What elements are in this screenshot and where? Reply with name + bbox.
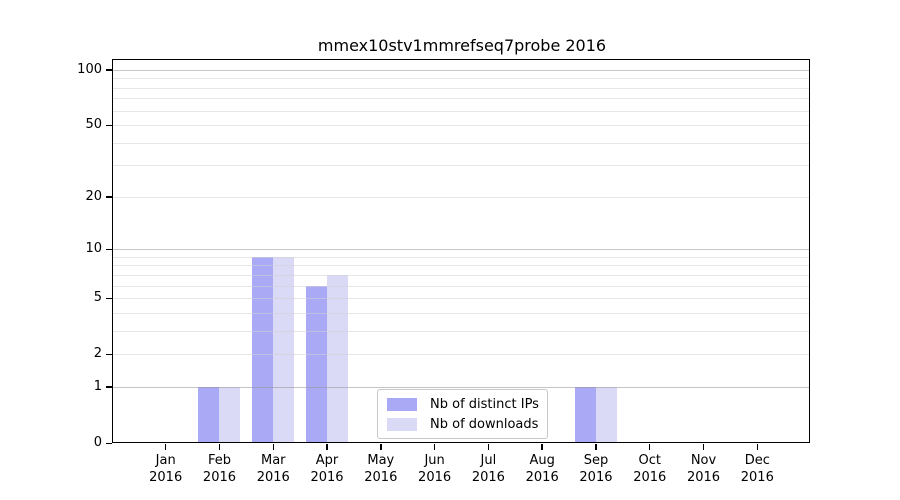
x-tick-label: Apr 2016 (299, 452, 355, 486)
y-tick-label: 1 (93, 378, 102, 394)
y-tick-label: 100 (77, 61, 102, 77)
x-tick-year: 2016 (579, 470, 613, 485)
y-axis-tick (106, 297, 112, 300)
bar-distinct-ips (574, 386, 596, 443)
x-tick-month: Sep (583, 453, 609, 468)
bar-downloads (327, 274, 349, 443)
legend-label: Nb of distinct IPs (430, 396, 539, 412)
x-axis-tick (433, 444, 436, 450)
y-axis-tick (106, 248, 112, 251)
x-axis-tick (541, 444, 543, 450)
y-axis-tick (106, 196, 112, 198)
x-axis-tick (487, 444, 490, 450)
legend-swatch-distinct-ips (387, 397, 417, 411)
x-tick-year: 2016 (471, 470, 505, 485)
x-axis-tick (380, 444, 382, 450)
legend-label: Nb of downloads (430, 416, 539, 432)
x-tick-year: 2016 (686, 470, 721, 485)
x-axis-tick (272, 444, 274, 450)
x-axis-tick (164, 444, 167, 450)
bar-downloads (595, 386, 617, 443)
bar-distinct-ips (198, 386, 220, 443)
x-tick-year: 2016 (633, 470, 667, 485)
y-axis-tick (106, 386, 112, 388)
x-tick-month: Jan (155, 453, 176, 468)
x-tick-month: Aug (529, 453, 555, 468)
x-tick-year: 2016 (149, 470, 183, 485)
x-axis-tick (756, 444, 759, 450)
y-axis-tick (106, 353, 112, 356)
x-tick-month: May (367, 453, 395, 468)
y-tick-label: 10 (85, 241, 102, 257)
bar-distinct-ips (252, 256, 274, 443)
x-tick-month: Dec (744, 453, 770, 468)
legend: Nb of distinct IPs Nb of downloads (377, 389, 548, 439)
x-tick-label: Jan 2016 (138, 452, 194, 486)
x-tick-month: Jun (424, 453, 445, 468)
y-tick-label: 2 (93, 346, 102, 362)
legend-row: Nb of distinct IPs (387, 397, 539, 412)
x-tick-year: 2016 (740, 470, 774, 485)
x-tick-label: Jun 2016 (407, 452, 463, 486)
x-tick-label: Sep 2016 (568, 452, 624, 486)
x-tick-label: Mar 2016 (245, 452, 301, 486)
x-tick-month: Jul (480, 453, 497, 468)
x-tick-label: Jul 2016 (460, 452, 516, 486)
x-axis-tick (595, 444, 597, 450)
x-tick-label: Dec 2016 (729, 452, 785, 486)
x-tick-month: Apr (315, 453, 339, 468)
chart-title: mmex10stv1mmrefseq7probe 2016 (317, 36, 607, 55)
x-tick-label: Feb 2016 (191, 452, 247, 486)
bar-downloads (219, 386, 241, 443)
x-tick-year: 2016 (202, 470, 237, 485)
y-tick-label: 50 (85, 117, 102, 133)
y-tick-label: 20 (85, 188, 102, 204)
x-tick-label: Aug 2016 (514, 452, 570, 486)
x-tick-month: Nov (690, 453, 717, 468)
x-axis-tick (218, 444, 221, 450)
x-tick-month: Oct (638, 453, 661, 468)
y-tick-label: 5 (93, 290, 102, 306)
x-tick-month: Feb (207, 453, 231, 468)
y-axis-tick (106, 124, 112, 127)
x-tick-label: Nov 2016 (676, 452, 732, 486)
x-axis-tick (702, 444, 705, 450)
x-tick-year: 2016 (525, 470, 559, 485)
x-tick-month: Mar (260, 453, 286, 468)
legend-swatch-downloads (387, 417, 417, 431)
y-axis-tick (106, 442, 112, 444)
y-axis-tick (106, 69, 112, 71)
x-tick-year: 2016 (364, 470, 398, 485)
x-tick-year: 2016 (310, 470, 344, 485)
bars-layer (113, 60, 809, 443)
legend-row: Nb of downloads (387, 417, 539, 432)
x-tick-label: Oct 2016 (622, 452, 678, 486)
x-axis-tick (648, 444, 651, 450)
bar-distinct-ips (306, 285, 328, 443)
x-tick-year: 2016 (418, 470, 452, 485)
y-tick-label: 0 (93, 435, 102, 450)
bar-downloads (273, 256, 295, 443)
x-tick-year: 2016 (256, 470, 290, 485)
x-tick-label: May 2016 (353, 452, 409, 486)
x-axis-tick (326, 444, 328, 450)
